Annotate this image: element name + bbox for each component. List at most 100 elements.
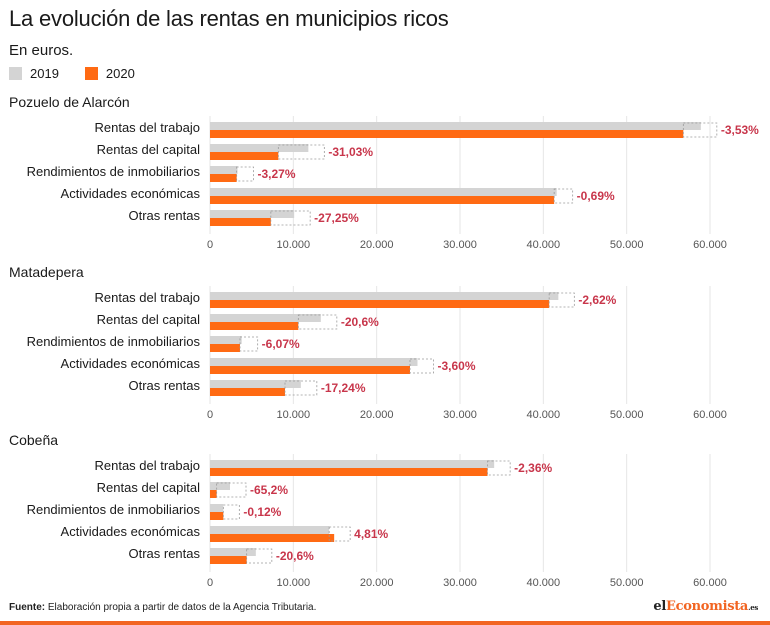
change-label: -20,6% <box>341 315 379 329</box>
panel-title-0: Pozuelo de Alarcón <box>9 94 130 110</box>
legend-label-2020: 2020 <box>105 66 135 81</box>
bar-2020 <box>210 512 224 520</box>
source-label: Fuente: <box>9 602 46 613</box>
change-label: -2,36% <box>514 461 552 475</box>
change-indicator <box>236 166 254 182</box>
logo-part-es: .es <box>748 603 758 612</box>
legend-swatch-2019 <box>9 67 22 80</box>
bar-2019 <box>210 122 701 130</box>
bar-2019 <box>210 314 321 322</box>
x-tick-label: 10.000 <box>277 577 311 589</box>
x-tick-label: 60.000 <box>693 409 727 421</box>
x-tick-label: 40.000 <box>527 577 561 589</box>
change-label: -20,6% <box>276 549 314 563</box>
category-label: Rendimientos de inmobiliarios <box>27 334 201 349</box>
bar-2019 <box>210 188 557 196</box>
bar-2020 <box>210 388 285 396</box>
change-indicator <box>239 336 259 352</box>
x-tick-label: 60.000 <box>693 577 727 589</box>
bar-2019 <box>210 210 295 218</box>
change-indicator <box>487 460 511 476</box>
change-label: -3,53% <box>721 123 759 137</box>
bar-2020 <box>210 218 271 226</box>
x-tick-label: 20.000 <box>360 409 394 421</box>
change-indicator <box>297 314 338 330</box>
bar-2020 <box>210 174 237 182</box>
change-indicator <box>548 292 575 308</box>
bar-2020 <box>210 130 684 138</box>
x-tick-label: 40.000 <box>527 239 561 251</box>
change-label: -0,12% <box>243 505 281 519</box>
category-label: Actividades económicas <box>61 524 201 539</box>
category-label: Rendimientos de inmobiliarios <box>27 164 201 179</box>
bar-2020 <box>210 490 217 498</box>
source-text: Elaboración propia a partir de datos de … <box>45 602 317 613</box>
logo-part-el: el <box>653 599 666 614</box>
logo-part-economista: Economista <box>666 599 749 614</box>
chart-title: La evolución de las rentas en municipios… <box>9 6 449 31</box>
bar-2019 <box>210 482 230 490</box>
legend-swatch-2020 <box>84 67 98 80</box>
change-indicator <box>284 380 318 396</box>
bar-2019 <box>210 336 242 344</box>
change-indicator <box>246 548 273 564</box>
category-label: Rentas del trabajo <box>94 120 200 135</box>
change-label: -3,60% <box>438 359 476 373</box>
legend-item-2019: 2019 <box>9 66 59 81</box>
bar-2020 <box>210 534 335 542</box>
category-label: Otras rentas <box>128 378 200 393</box>
change-label: -3,27% <box>258 167 296 181</box>
category-label: Rendimientos de inmobiliarios <box>27 502 201 517</box>
change-label: -31,03% <box>328 145 373 159</box>
bar-2020 <box>210 322 299 330</box>
x-tick-label: 0 <box>207 577 213 589</box>
change-indicator <box>216 482 247 498</box>
category-label: Rentas del capital <box>97 312 200 327</box>
bar-2020 <box>210 366 410 374</box>
source-note: Fuente: Elaboración propia a partir de d… <box>9 602 316 613</box>
bar-2019 <box>210 548 256 556</box>
bottom-accent-bar <box>0 621 770 625</box>
change-label: -27,25% <box>314 211 359 225</box>
x-tick-label: 20.000 <box>360 577 394 589</box>
bar-2019 <box>210 460 495 468</box>
x-tick-label: 30.000 <box>443 239 477 251</box>
x-tick-label: 10.000 <box>277 409 311 421</box>
panel-title-2: Cobeña <box>9 432 58 448</box>
bar-2020 <box>210 556 247 564</box>
bar-2020 <box>210 344 240 352</box>
change-label: -65,2% <box>250 483 288 497</box>
change-indicator <box>222 504 240 520</box>
bar-2019 <box>210 358 418 366</box>
bar-2019 <box>210 526 330 534</box>
panel-title-1: Matadepera <box>9 264 84 280</box>
category-label: Rentas del trabajo <box>94 290 200 305</box>
bar-2020 <box>210 300 550 308</box>
category-label: Otras rentas <box>128 208 200 223</box>
bar-2019 <box>210 380 301 388</box>
x-tick-label: 50.000 <box>610 239 644 251</box>
bar-2020 <box>210 196 555 204</box>
category-label: Actividades económicas <box>61 356 201 371</box>
legend-item-2020: 2020 <box>84 66 135 81</box>
charts-area: Pozuelo de Alarcón 0 10.000 20.000 30.000 40.… <box>9 94 759 589</box>
bar-2019 <box>210 144 309 152</box>
change-indicator <box>409 358 434 374</box>
change-label: -0,69% <box>577 189 615 203</box>
x-tick-label: 30.000 <box>443 577 477 589</box>
category-label: Otras rentas <box>128 546 200 561</box>
x-tick-label: 10.000 <box>277 239 311 251</box>
bar-2020 <box>210 468 488 476</box>
change-indicator <box>270 210 311 226</box>
legend: 2019 2020 <box>9 66 161 81</box>
change-indicator <box>328 526 351 542</box>
change-indicator <box>277 144 325 160</box>
x-tick-label: 20.000 <box>360 239 394 251</box>
x-tick-label: 0 <box>207 239 213 251</box>
change-indicator <box>682 122 718 138</box>
category-label: Rentas del trabajo <box>94 458 200 473</box>
x-tick-label: 0 <box>207 409 213 421</box>
change-indicator <box>553 188 574 204</box>
bar-2019 <box>210 166 238 174</box>
category-label: Actividades económicas <box>61 186 201 201</box>
